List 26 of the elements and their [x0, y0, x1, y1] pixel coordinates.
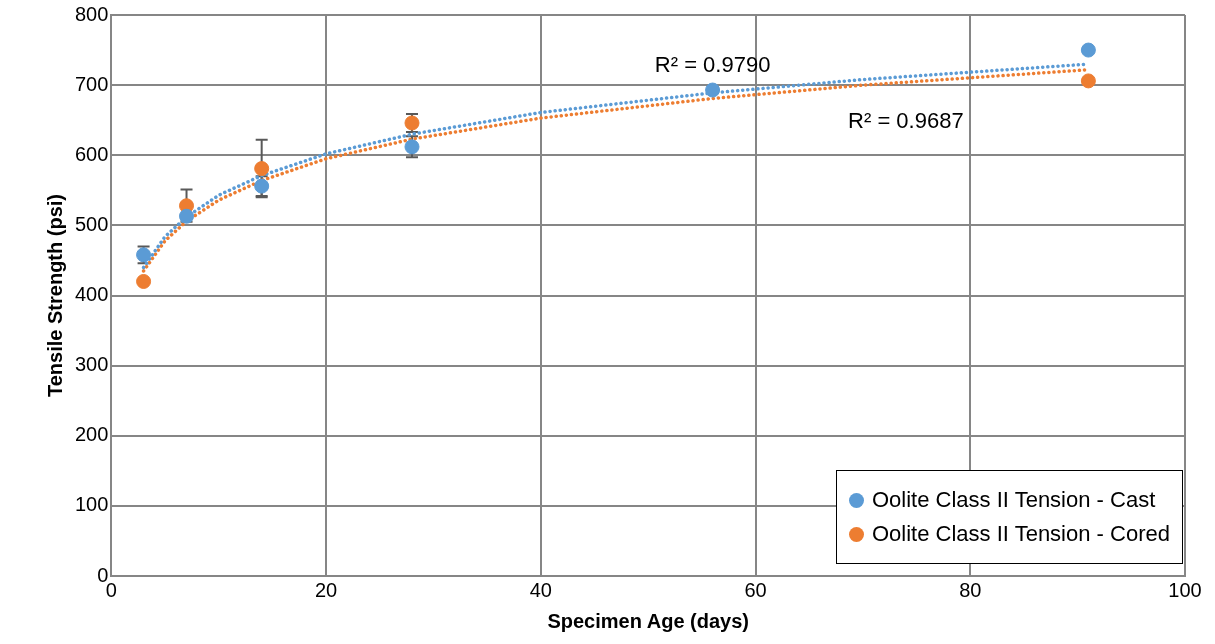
y-tick-label: 800 — [74, 2, 109, 25]
y-tick-label: 400 — [74, 283, 109, 306]
y-tick-label: 200 — [74, 423, 109, 446]
x-axis-title: Specimen Age (days) — [547, 609, 749, 632]
point — [1080, 73, 1096, 89]
point — [705, 82, 721, 98]
y-tick-label: 600 — [74, 142, 109, 165]
x-tick-label: 60 — [744, 578, 767, 601]
legend-label: Oolite Class II Tension - Cast — [872, 487, 1156, 513]
legend-label: Oolite Class II Tension - Cored — [872, 521, 1170, 547]
y-axis-title: Tensile Strength (psi) — [43, 194, 66, 397]
x-tick-label: 80 — [959, 578, 982, 601]
x-tick-label: 40 — [529, 578, 552, 601]
x-tick-label: 20 — [314, 578, 338, 601]
x-tick-label: 100 — [1168, 578, 1202, 601]
point — [254, 161, 270, 177]
point — [404, 139, 420, 155]
point — [1080, 42, 1096, 58]
y-tick-label: 700 — [74, 72, 109, 95]
y-tick-label: 100 — [74, 493, 109, 516]
point — [179, 208, 195, 224]
y-tick-label: 500 — [74, 212, 109, 235]
y-tick-label: 300 — [74, 353, 109, 376]
annotation: R² = 0.9790 — [654, 51, 771, 77]
annotation: R² = 0.9687 — [848, 107, 964, 133]
point — [136, 273, 152, 289]
